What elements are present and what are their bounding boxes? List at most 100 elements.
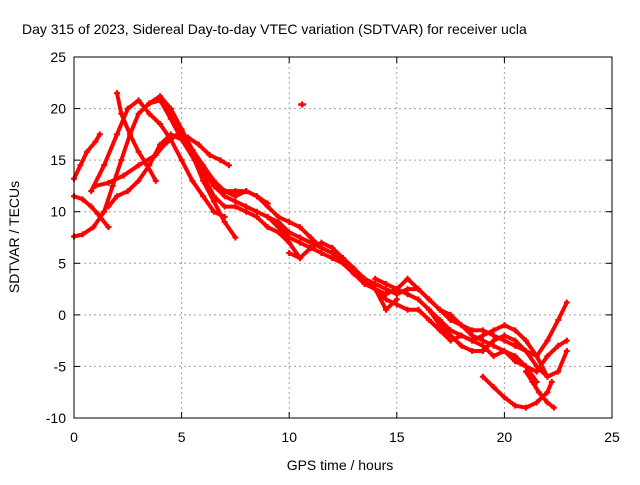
data-point bbox=[124, 105, 131, 112]
data-point bbox=[189, 177, 196, 184]
data-point bbox=[426, 306, 433, 313]
data-point bbox=[286, 219, 293, 226]
data-point bbox=[101, 208, 108, 215]
data-point bbox=[210, 193, 217, 200]
data-point bbox=[447, 311, 454, 318]
data-point bbox=[458, 322, 465, 329]
isolated-point bbox=[298, 101, 307, 108]
data-point bbox=[275, 224, 282, 231]
data-point bbox=[146, 110, 153, 117]
data-point bbox=[529, 378, 536, 385]
data-point bbox=[383, 296, 390, 303]
data-point bbox=[426, 317, 433, 324]
data-point bbox=[189, 151, 196, 158]
data-point bbox=[221, 203, 228, 210]
data-point bbox=[105, 224, 112, 231]
data-point bbox=[550, 404, 557, 411]
data-point bbox=[105, 203, 112, 210]
data-point bbox=[383, 286, 390, 293]
data-point bbox=[479, 337, 486, 344]
data-point bbox=[555, 317, 562, 324]
x-tick-label: 0 bbox=[70, 429, 78, 445]
data-point bbox=[458, 342, 465, 349]
data-point bbox=[275, 219, 282, 226]
data-point bbox=[167, 110, 174, 117]
data-point bbox=[221, 219, 228, 226]
data-point bbox=[501, 347, 508, 354]
data-point bbox=[340, 260, 346, 267]
data-point bbox=[490, 353, 497, 360]
y-tick-label: 25 bbox=[50, 49, 66, 65]
data-point bbox=[533, 368, 540, 375]
data-point bbox=[350, 265, 357, 272]
y-tick-label: 20 bbox=[50, 101, 66, 117]
data-point bbox=[512, 402, 519, 409]
data-point bbox=[114, 193, 121, 200]
data-point bbox=[286, 239, 293, 246]
data-point bbox=[533, 353, 540, 360]
data-point bbox=[512, 342, 519, 349]
data-point bbox=[522, 337, 529, 344]
data-point bbox=[501, 394, 508, 401]
data-point bbox=[555, 342, 562, 349]
data-point bbox=[490, 384, 497, 391]
data-point bbox=[114, 131, 121, 138]
data-point bbox=[501, 337, 508, 344]
data-point bbox=[501, 322, 508, 329]
data-point bbox=[79, 231, 86, 238]
data-point bbox=[533, 363, 540, 370]
data-point bbox=[479, 332, 486, 339]
data-point bbox=[94, 210, 101, 217]
data-point bbox=[318, 244, 325, 251]
data-point bbox=[469, 327, 476, 334]
data-point bbox=[383, 280, 390, 287]
data-point bbox=[361, 275, 368, 282]
data-point bbox=[436, 327, 443, 334]
data-point bbox=[178, 157, 185, 164]
data-point bbox=[512, 337, 519, 344]
data-point bbox=[393, 296, 400, 303]
data-point bbox=[415, 296, 422, 303]
data-point bbox=[210, 208, 217, 215]
data-point bbox=[350, 270, 357, 277]
data-point bbox=[126, 131, 133, 138]
data-point bbox=[101, 162, 108, 169]
data-point bbox=[195, 141, 202, 148]
data-point bbox=[383, 291, 390, 298]
data-point bbox=[167, 131, 174, 138]
data-point bbox=[210, 198, 217, 205]
data-point bbox=[318, 239, 325, 246]
data-point bbox=[563, 299, 570, 306]
data-point bbox=[512, 327, 519, 334]
data-point bbox=[77, 162, 84, 169]
data-point bbox=[522, 363, 529, 370]
data-point bbox=[135, 162, 142, 169]
data-point bbox=[264, 224, 271, 231]
data-point bbox=[200, 172, 207, 179]
data-point bbox=[243, 203, 250, 210]
data-point bbox=[469, 332, 476, 339]
data-point bbox=[92, 182, 99, 189]
data-point bbox=[157, 141, 164, 148]
data-point bbox=[307, 234, 314, 241]
data-point bbox=[88, 203, 95, 210]
data-point bbox=[544, 373, 551, 380]
data-point bbox=[426, 296, 433, 303]
data-point bbox=[479, 327, 486, 334]
data-point bbox=[490, 327, 497, 334]
data-point bbox=[157, 95, 164, 102]
tick-labels: 0 5 10 15 20 25 -10 -5 0 5 10 15 20 25 bbox=[46, 49, 620, 445]
data-point bbox=[393, 291, 400, 298]
data-point bbox=[544, 399, 551, 406]
data-point bbox=[393, 286, 400, 293]
data-point bbox=[404, 291, 411, 298]
data-point bbox=[447, 337, 454, 344]
data-point bbox=[152, 177, 159, 184]
data-point bbox=[264, 203, 271, 210]
y-tick-label: 0 bbox=[58, 307, 66, 323]
data-point bbox=[548, 378, 555, 385]
data-point bbox=[118, 110, 125, 117]
data-point bbox=[286, 249, 293, 256]
data-point bbox=[307, 239, 314, 246]
